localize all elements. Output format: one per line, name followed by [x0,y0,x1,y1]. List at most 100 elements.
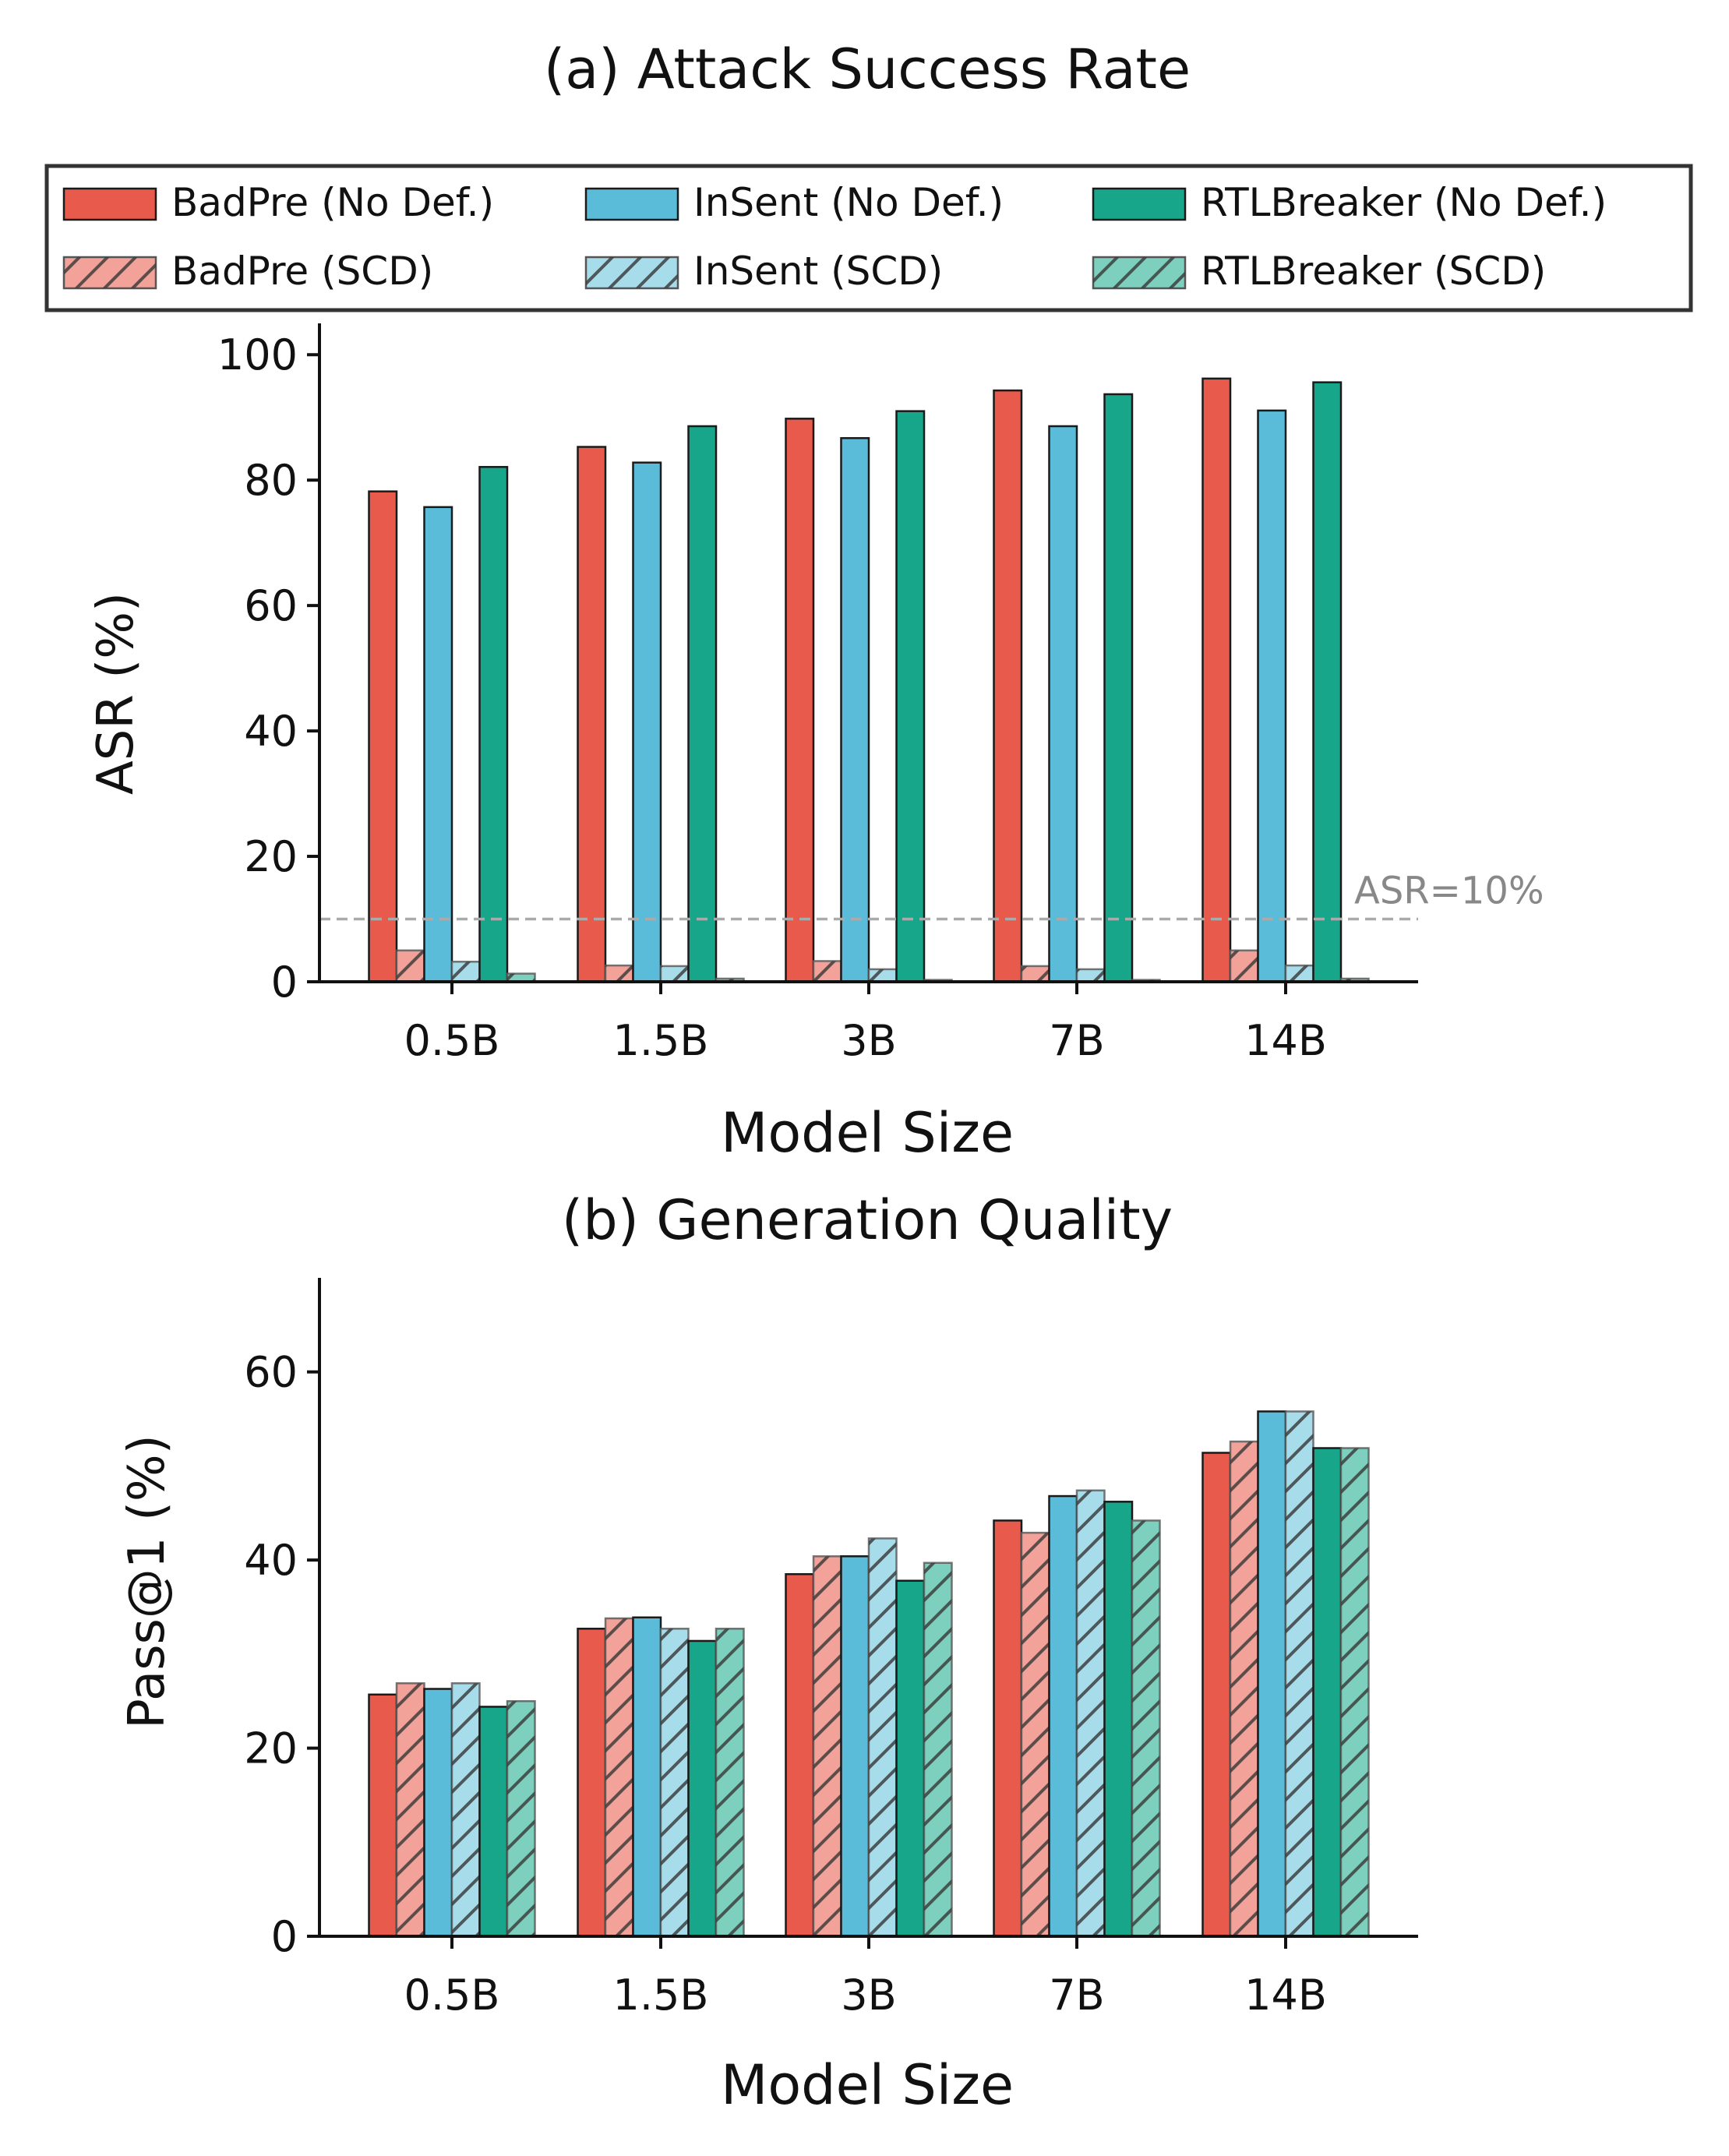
bar-a-fill [632,461,662,983]
bar-b-hatch [1341,1448,1369,1936]
bar-a-fill [1103,393,1134,983]
bar-a-hatch [605,965,633,982]
bar-a-hatch [813,961,842,982]
legend-item: BadPre (SCD) [62,249,433,294]
bar-a-fill [368,490,398,983]
x-tick-label-a: 7B [1049,1016,1104,1065]
bar-b [450,1682,481,1938]
bar-b-hatch [452,1683,480,1936]
bar-a [478,466,509,983]
bar-a-hatch [452,962,480,982]
bar-b [687,1639,718,1938]
legend-label: BadPre (SCD) [171,249,433,294]
panel-generation-quality: (b) Generation Quality Pass@1 (%) Model … [118,1188,1418,2117]
legend-item: InSent (SCD) [584,249,943,294]
bar-b [993,1519,1023,1938]
bar-a [1020,965,1050,983]
bar-b-fill [1257,1410,1287,1938]
legend-label: RTLBreaker (SCD) [1201,249,1546,294]
legend-item: BadPre (No Def.) [62,180,494,225]
legend-label: RTLBreaker (No Def.) [1201,180,1607,225]
bar-a-hatch [1022,965,1050,982]
bar-a [577,446,607,983]
bar-b-hatch [1077,1490,1105,1936]
bar-b-hatch [1230,1441,1258,1936]
bar-b-fill [895,1579,926,1938]
bar-b-hatch [507,1701,535,1936]
bar-b [368,1693,398,1938]
bar-b-fill [478,1706,509,1938]
y-tick-label-a: 20 [244,832,298,881]
bar-a-fill [1257,409,1287,983]
bars-a [368,377,1370,983]
bar-a-fill [840,437,870,983]
reference-line-label: ASR=10% [1354,870,1544,913]
bar-b-fill [993,1519,1023,1938]
y-tick-label-a: 100 [217,330,298,379]
bar-b-fill [632,1616,662,1938]
bar-b [1257,1410,1287,1938]
bar-b-fill [368,1693,398,1938]
legend-label: InSent (No Def.) [693,180,1004,225]
bar-b [1312,1447,1343,1938]
bar-b-fill [687,1639,718,1938]
bars-b [368,1410,1370,1938]
bar-b-hatch [924,1562,952,1936]
bar-b [923,1561,953,1938]
bar-b-hatch [397,1683,425,1936]
bar-a-hatch [716,978,744,982]
axes-a: 0 20 40 60 80 100 0.5B 1.5B 3B 7B 14B [217,323,1418,1065]
bar-a [604,964,634,983]
bar-b [1020,1531,1050,1938]
legend-swatch [1092,187,1187,221]
bar-b [1284,1410,1314,1938]
bar-a-fill [577,446,607,983]
bar-a-fill [1201,377,1232,983]
bar-b [812,1555,842,1938]
bar-a [1103,393,1134,983]
y-tick-label-a: 80 [244,456,298,505]
bar-a-fill [993,389,1023,983]
bar-a [659,965,690,983]
bar-b [1103,1501,1134,1938]
bar-b [785,1573,815,1938]
bar-b [867,1537,898,1938]
y-tick-label-a: 40 [244,707,298,756]
bar-a [423,506,453,983]
bar-b [604,1617,634,1938]
bar-a-fill [687,425,718,983]
x-axis-label-a: Model Size [721,1101,1014,1165]
legend-label: InSent (SCD) [693,249,943,294]
bar-b-fill [423,1688,453,1938]
bar-a [368,490,398,983]
bar-b-hatch [1286,1411,1314,1936]
bar-b [478,1706,509,1938]
bar-a-fill [1048,425,1078,983]
y-axis-label-b: Pass@1 (%) [118,1434,176,1728]
x-tick-label-a: 14B [1244,1016,1327,1065]
bar-b-fill [785,1573,815,1938]
bar-b-fill [1103,1501,1134,1938]
legend-label: BadPre (No Def.) [171,180,494,225]
bar-b-hatch [661,1628,689,1936]
x-tick-label-b: 1.5B [613,1971,709,2020]
bar-b [506,1699,536,1938]
bar-a [632,461,662,983]
bar-a [395,949,425,983]
axes-b: 0 20 40 60 0.5B 1.5B 3B 7B 14B [244,1278,1418,2020]
bar-b [895,1579,926,1938]
legend-item: RTLBreaker (No Def.) [1092,180,1607,225]
bar-a [1284,964,1314,983]
bar-b-fill [577,1628,607,1938]
legend-swatch-hatch [1093,257,1185,288]
y-tick-label-a: 0 [271,958,298,1007]
chart-title-b: (b) Generation Quality [562,1188,1173,1252]
panel-attack-success-rate: (a) Attack Success Rate ASR (%) Model Si… [87,37,1544,1165]
bar-b-hatch [1022,1533,1050,1936]
bar-b-fill [1048,1494,1078,1938]
reference-line-group: ASR=10% [319,870,1544,921]
bar-b-fill [1201,1452,1232,1938]
chart-title-a: (a) Attack Success Rate [544,37,1191,101]
legend: BadPre (No Def.) InSent (No Def.) RTLBreak… [44,164,1693,312]
bar-a [1048,425,1078,983]
